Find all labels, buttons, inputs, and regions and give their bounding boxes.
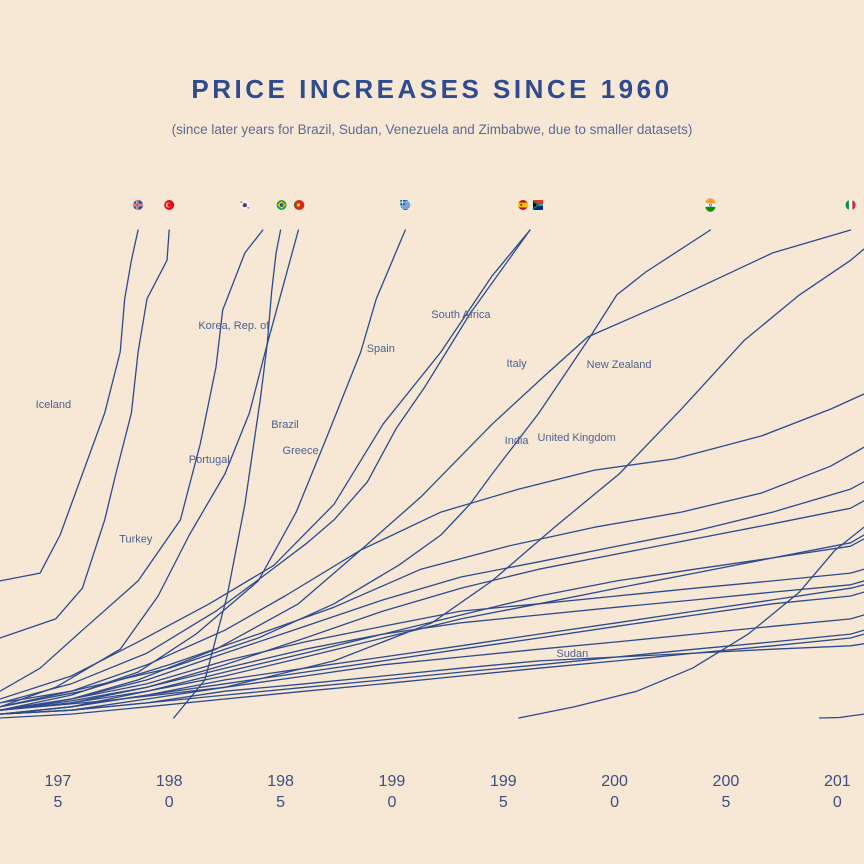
series-line-india — [0, 229, 712, 704]
x-tick-label-line2: 0 — [165, 794, 174, 811]
series-line-series-16 — [0, 481, 864, 711]
series-line-turkey — [0, 229, 170, 639]
series-line-series-26 — [0, 633, 864, 719]
x-tick-label-line2: 0 — [387, 794, 396, 811]
series-label-korea-rep-of: Korea, Rep. of — [198, 320, 270, 332]
x-tick-label-line1: 197 — [45, 773, 72, 790]
x-axis-ticks: 197 5 198 0 198 5 199 0 199 5 200 0 200 5 201 0 — [45, 773, 851, 811]
italy-flag-icon — [845, 200, 856, 210]
series-line-new-zealand — [0, 393, 864, 708]
x-tick-label-line2: 5 — [53, 794, 62, 811]
series-label-india: India — [505, 435, 530, 447]
x-tick-label-line1: 199 — [490, 773, 517, 790]
series-label-sudan: Sudan — [556, 648, 588, 660]
x-tick-label-line1: 199 — [379, 773, 406, 790]
series-line-series-19 — [0, 591, 864, 715]
series-line-portugal — [0, 229, 300, 708]
series-line-series-25 — [0, 580, 864, 711]
x-tick-label-line1: 201 — [824, 773, 851, 790]
x-tick-label-line1: 198 — [267, 773, 294, 790]
series-label-brazil: Brazil — [271, 419, 299, 431]
series-line-series-23 — [0, 629, 864, 715]
series-lines — [0, 229, 864, 719]
chart-title: PRICE INCREASES SINCE 1960 — [191, 74, 673, 104]
series-label-united-kingdom: United Kingdom — [538, 432, 616, 444]
series-line-zimbabwe — [818, 713, 864, 719]
x-tick-label-line1: 200 — [713, 773, 740, 790]
korea-flag-icon — [239, 199, 251, 211]
series-line-greece — [0, 229, 406, 711]
series-label-portugal: Portugal — [189, 454, 230, 466]
x-tick-label-line2: 0 — [610, 794, 619, 811]
iceland-flag-icon — [133, 200, 144, 210]
series-label-spain: Spain — [367, 343, 395, 355]
brazil-flag-icon — [276, 200, 287, 210]
series-line-korea-rep-of — [0, 229, 264, 692]
x-tick-label-line2: 5 — [721, 794, 730, 811]
series-line-south-africa — [0, 229, 531, 704]
series-line-series-24 — [0, 538, 864, 715]
x-tick-label-line2: 0 — [833, 794, 842, 811]
series-line-brazil — [173, 229, 282, 719]
series-line-iceland — [0, 229, 139, 582]
x-tick-label-line2: 5 — [276, 794, 285, 811]
series-label-italy: Italy — [507, 358, 528, 370]
series-label-new-zealand: New Zealand — [587, 359, 652, 371]
series-label-greece: Greece — [283, 445, 319, 457]
portugal-flag-icon — [293, 200, 305, 210]
x-tick-label-line1: 200 — [601, 773, 628, 790]
spain-flag-icon — [518, 200, 528, 210]
south-africa-flag-icon — [532, 200, 543, 210]
india-flag-icon — [705, 198, 716, 212]
turkey-flag-icon — [164, 200, 175, 210]
x-tick-label-line2: 5 — [499, 794, 508, 811]
greece-flag-icon — [400, 200, 411, 210]
series-line-italy — [0, 229, 852, 711]
series-line-series-20 — [0, 584, 864, 715]
series-labels: Iceland Turkey Korea, Rep. of Portugal Brazi… — [36, 309, 652, 660]
series-label-south-africa: South Africa — [431, 309, 491, 321]
series-label-iceland: Iceland — [36, 399, 71, 411]
flag-markers — [133, 198, 856, 212]
series-line-series-21 — [0, 614, 864, 715]
series-line-series-27 — [0, 568, 864, 711]
series-line-united-kingdom — [0, 446, 864, 708]
chart-subtitle: (since later years for Brazil, Sudan, Ve… — [171, 122, 693, 137]
series-label-turkey: Turkey — [119, 533, 153, 545]
x-tick-label-line1: 198 — [156, 773, 183, 790]
series-line-spain — [0, 229, 531, 700]
